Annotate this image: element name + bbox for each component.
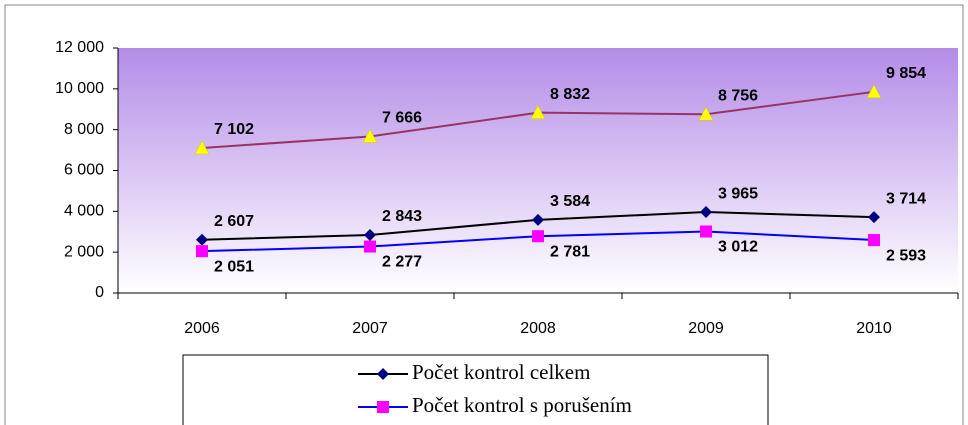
marker [868, 211, 880, 224]
data-label: 8 756 [718, 87, 758, 104]
marker [700, 206, 712, 219]
data-label: 3 584 [550, 193, 590, 210]
data-label: 2 593 [886, 247, 926, 264]
data-label: 2 277 [382, 254, 422, 271]
y-tick-label: 10 000 [55, 80, 104, 97]
marker [532, 213, 544, 226]
legend-marker [377, 401, 389, 413]
x-tick-label: 2008 [520, 320, 556, 337]
marker [362, 128, 378, 143]
data-label: 7 102 [214, 121, 254, 138]
marker [364, 240, 376, 253]
marker [194, 140, 210, 155]
data-label: 8 832 [550, 86, 590, 103]
y-tick-label: 2 000 [64, 243, 104, 260]
data-label: 2 781 [550, 243, 590, 260]
data-label: 2 051 [214, 258, 254, 275]
x-tick-label: 2010 [856, 320, 892, 337]
x-tick-label: 2009 [688, 320, 724, 337]
data-label: 2 607 [214, 213, 254, 230]
legend-box [182, 354, 769, 425]
data-label: 2 843 [382, 208, 422, 225]
y-tick-label: 8 000 [64, 121, 104, 138]
marker [364, 228, 376, 241]
marker [532, 230, 544, 243]
legend-label: Počet kontrol celkem [412, 360, 590, 384]
marker [698, 106, 714, 121]
legend-label: Počet kontrol s porušením [412, 393, 632, 417]
legend-marker [377, 368, 389, 380]
data-label: 3 965 [718, 185, 758, 202]
data-label: 3 012 [718, 239, 758, 256]
y-tick-label: 12 000 [55, 39, 104, 56]
data-label: 7 666 [382, 110, 422, 127]
marker [196, 245, 208, 258]
y-tick-label: 0 [95, 284, 104, 301]
marker [868, 234, 880, 247]
marker [866, 84, 882, 99]
y-tick-label: 6 000 [64, 162, 104, 179]
plot-area [118, 48, 958, 293]
data-label: 9 854 [886, 65, 926, 82]
y-tick-label: 4 000 [64, 203, 104, 220]
x-tick-label: 2007 [352, 320, 388, 337]
x-tick-label: 2006 [184, 320, 220, 337]
marker [530, 105, 546, 119]
marker [700, 225, 712, 238]
data-label: 3 714 [886, 190, 926, 207]
marker [196, 233, 208, 246]
